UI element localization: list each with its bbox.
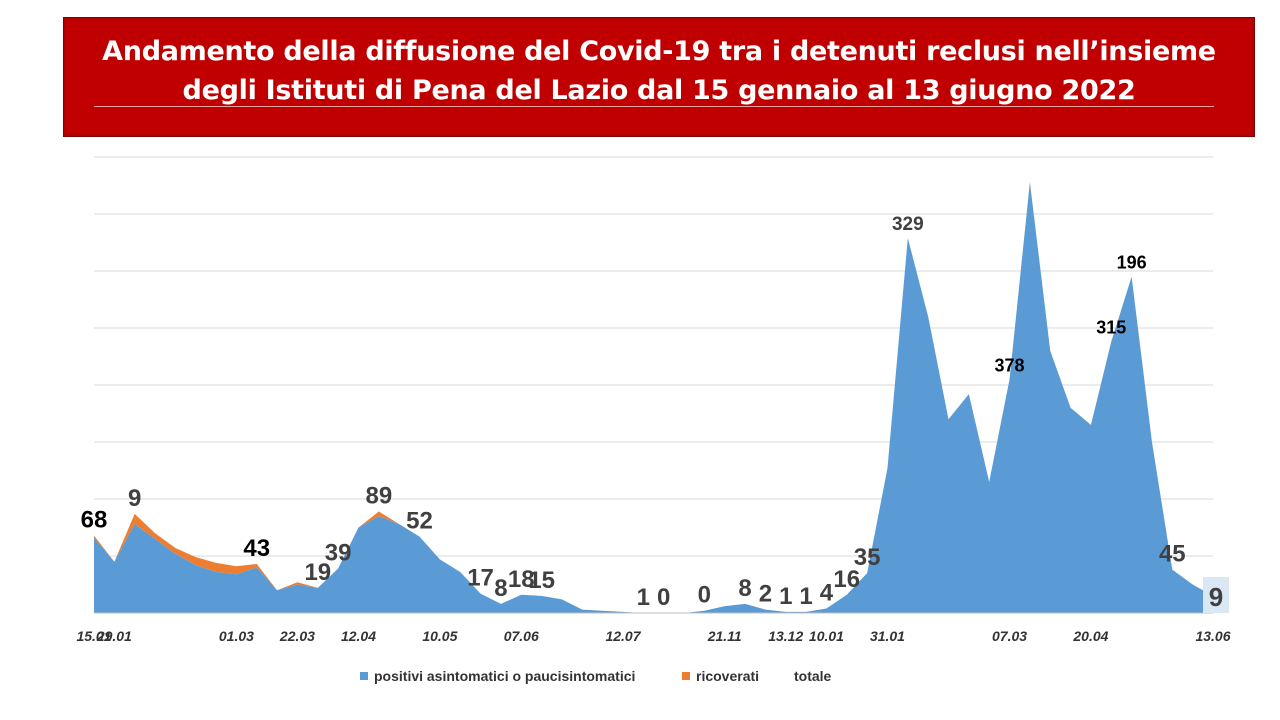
x-tick-label: 12.07 <box>605 628 641 644</box>
data-label: 0 <box>657 584 670 611</box>
data-label: 0 <box>698 582 711 609</box>
x-tick-label: 20.04 <box>1072 628 1108 644</box>
data-label: 8 <box>494 575 507 602</box>
x-tick-label: 07.03 <box>992 628 1027 644</box>
data-label: 1 <box>637 584 650 611</box>
legend-swatch-positivi <box>360 672 368 680</box>
data-label: 1 <box>779 583 792 610</box>
x-tick-label: 12.04 <box>341 628 376 644</box>
data-label: 52 <box>406 508 433 535</box>
x-tick-label: 07.06 <box>504 628 539 644</box>
x-tick-label: 01.03 <box>219 628 254 644</box>
x-tick-label: 29.01 <box>96 628 132 644</box>
legend-label-ricoverati: ricoverati <box>696 668 760 684</box>
data-label: 68 <box>81 506 108 533</box>
data-label: 43 <box>243 535 270 562</box>
data-label: 2 <box>759 581 772 608</box>
title-divider <box>94 106 1214 107</box>
x-tick-label: 10.01 <box>809 628 844 644</box>
data-label: 15 <box>528 567 555 594</box>
x-tick-label: 21.11 <box>707 628 742 644</box>
data-label: 39 <box>325 540 352 567</box>
data-label: 35 <box>854 544 881 571</box>
legend-swatch-ricoverati <box>682 672 690 680</box>
data-label: 9 <box>128 485 141 512</box>
x-tick-label: 13.06 <box>1195 628 1230 644</box>
legend-item-ricoverati: ricoverati <box>682 668 759 684</box>
data-label: 378 <box>995 355 1025 375</box>
area-positivi <box>94 182 1213 613</box>
data-label: 19 <box>304 559 331 586</box>
data-label: 1 <box>799 583 812 610</box>
x-tick-label: 31.01 <box>870 628 905 644</box>
data-label: 16 <box>833 566 860 593</box>
data-label: 17 <box>467 565 494 592</box>
x-tick-label: 22.03 <box>279 628 315 644</box>
legend-item-positivi: positivi asintomatici o paucisintomatici <box>360 668 635 684</box>
data-label: 18 <box>508 566 535 593</box>
title-banner: Andamento della diffusione del Covid-19 … <box>63 17 1255 137</box>
data-label: 329 <box>892 214 924 235</box>
chart-title-line-2: degli Istituti di Pena del Lazio dal 15 … <box>182 75 1136 106</box>
data-label: 45 <box>1159 541 1186 568</box>
x-tick-label: 13.12 <box>768 628 803 644</box>
x-tick-label: 10.05 <box>422 628 457 644</box>
data-label: 315 <box>1096 318 1126 338</box>
chart-title-line-1: Andamento della diffusione del Covid-19 … <box>102 36 1216 67</box>
data-label: 4 <box>820 579 834 606</box>
data-label: 196 <box>1117 253 1147 273</box>
data-label-highlight-bg <box>1203 577 1229 613</box>
data-label: 8 <box>738 575 751 602</box>
x-tick-label: 15.01 <box>76 628 111 644</box>
legend-label-positivi: positivi asintomatici o paucisintomatici <box>374 668 636 684</box>
data-label: 89 <box>365 483 392 510</box>
legend-label-totale: totale <box>794 668 832 684</box>
legend-item-totale: totale <box>794 668 831 684</box>
data-label: 9 <box>1209 582 1223 612</box>
